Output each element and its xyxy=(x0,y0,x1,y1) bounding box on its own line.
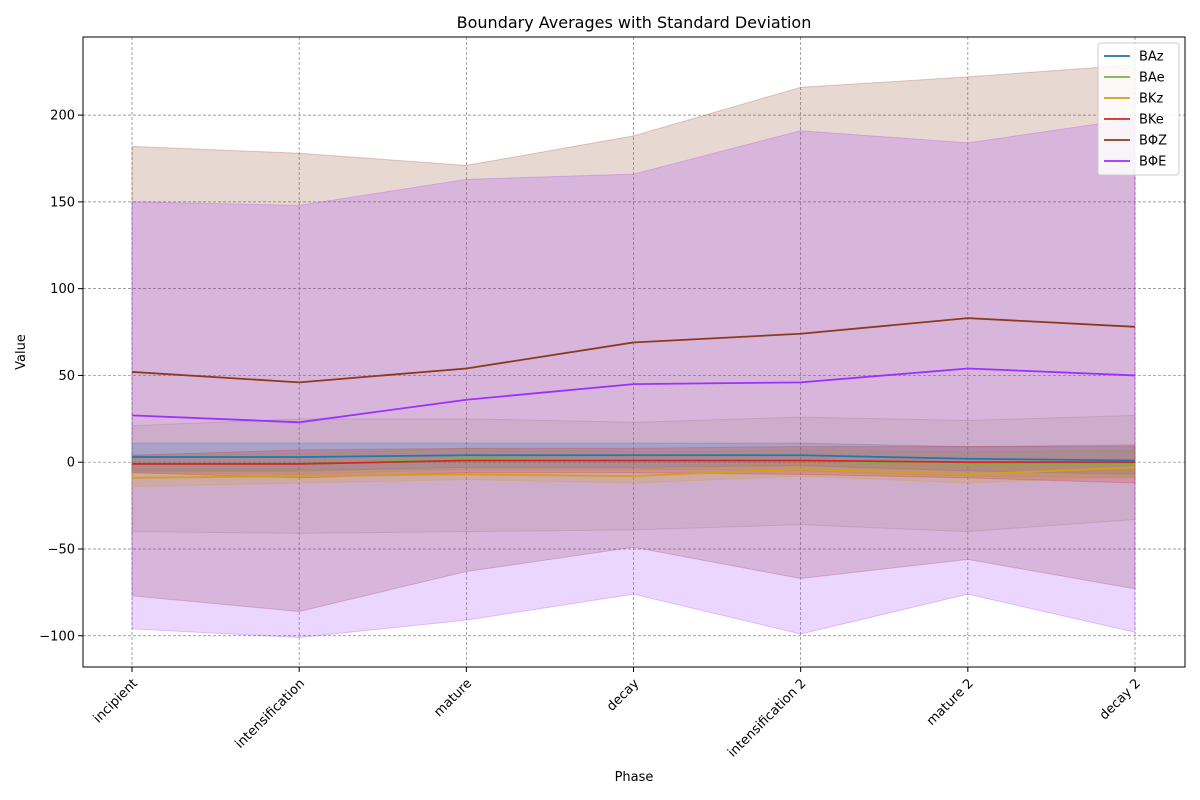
y-tick-label: 150 xyxy=(50,195,75,210)
series-line-BΦE xyxy=(131,367,1136,424)
y-axis: −100 −50 0 50 100 150 200 xyxy=(39,109,83,644)
series-line-BKe xyxy=(132,459,1135,465)
x-tick-label: mature 2 xyxy=(924,676,977,729)
legend-label-BΦE: BΦE xyxy=(1139,155,1166,170)
line-layer xyxy=(131,317,1136,479)
x-axis-label: Phase xyxy=(615,770,654,785)
legend-label-BKz: BKz xyxy=(1139,92,1163,107)
x-tick-label: mature xyxy=(431,676,475,720)
legend-label-BAe: BAe xyxy=(1139,71,1165,86)
legend-label-BΦZ: BΦZ xyxy=(1139,134,1167,149)
y-tick-label: 0 xyxy=(67,456,75,471)
x-tick-label: incipient xyxy=(91,676,141,726)
x-axis: incipient intensification mature decay inten… xyxy=(91,667,1144,761)
std-band-BKz xyxy=(131,458,1136,488)
y-tick-label: 200 xyxy=(50,109,75,124)
y-tick-label: 100 xyxy=(50,282,75,297)
series-line-BKz xyxy=(131,466,1136,479)
y-tick-label: −100 xyxy=(39,629,75,644)
x-tick-label: intensification xyxy=(232,676,308,752)
y-tick-label: 50 xyxy=(58,369,75,384)
x-tick-label: decay xyxy=(604,676,642,714)
legend-label-BKe: BKe xyxy=(1139,113,1164,128)
y-tick-label: −50 xyxy=(48,542,75,557)
inner-std-band xyxy=(131,414,1136,534)
legend: BAz BAe BKz BKe BΦZ BΦE xyxy=(1097,42,1180,176)
x-tick-label: decay 2 xyxy=(1097,676,1144,723)
series-line-BAz xyxy=(132,454,1136,462)
chart-title: Boundary Averages with Standard Deviatio… xyxy=(457,13,812,32)
grid-layer xyxy=(83,37,1185,667)
std-band-BΦE xyxy=(131,117,1136,638)
band-layer xyxy=(131,64,1136,638)
legend-label-BAz: BAz xyxy=(1139,50,1164,65)
x-tick-label: intensification 2 xyxy=(725,676,809,760)
std-band-BAz xyxy=(131,442,1136,475)
y-axis-label: Value xyxy=(14,334,29,370)
legend-box xyxy=(1097,42,1180,176)
series-line-BΦZ xyxy=(131,317,1136,384)
